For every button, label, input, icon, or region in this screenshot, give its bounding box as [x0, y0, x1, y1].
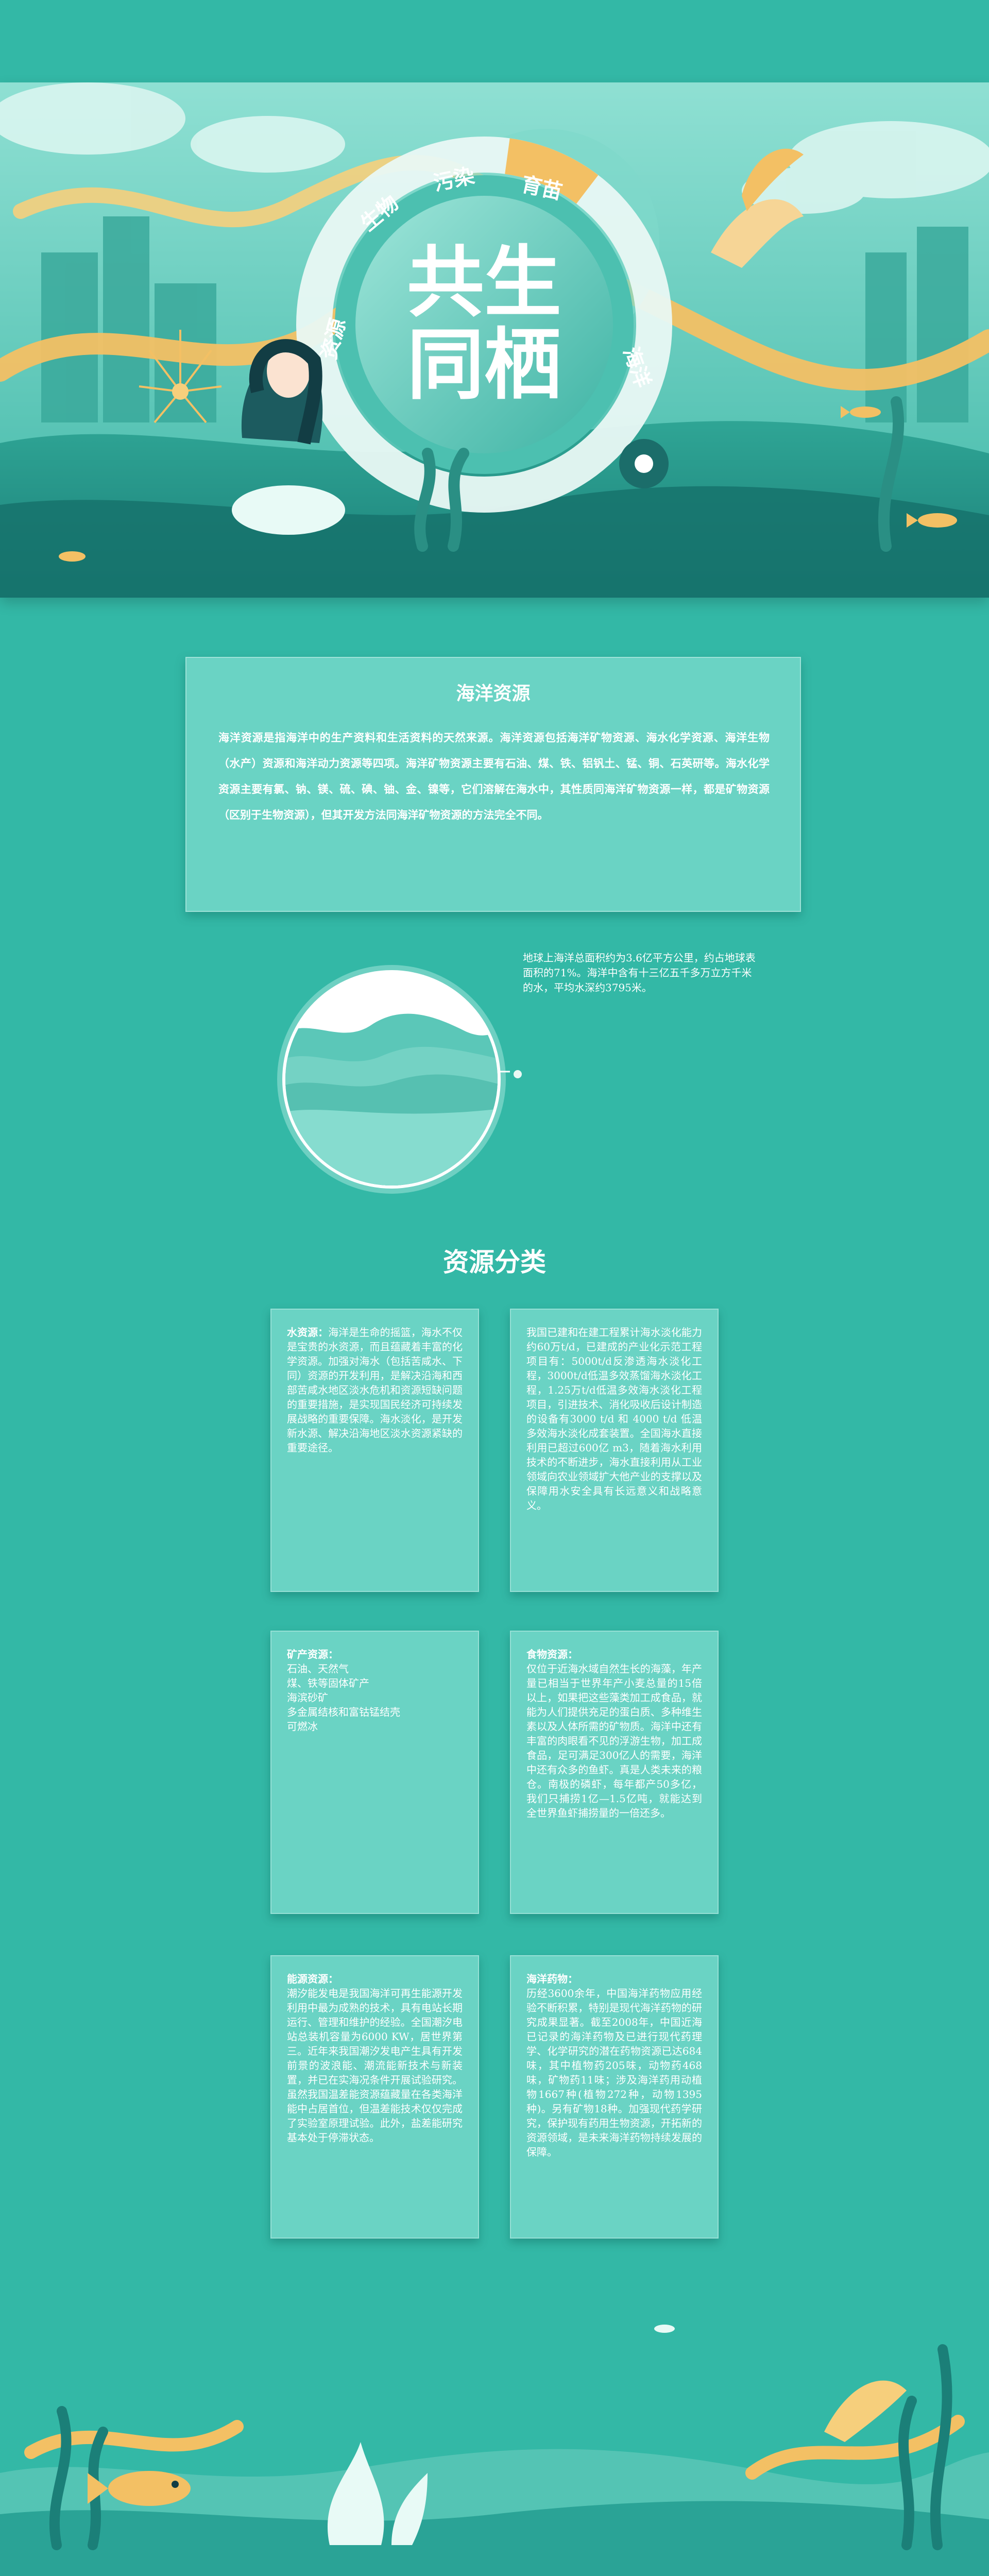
beluga-icon: [232, 485, 345, 535]
globe-pointer-dot: [514, 1070, 522, 1078]
hero-title-line2: 同栖: [407, 319, 561, 410]
hero-illustration: 资源 生物 污染 育苗 海洋 共生 同栖: [0, 82, 989, 598]
card-water-text: 海洋是生命的摇篮，海水不仅是宝贵的水资源，而且蕴藏着丰富的化学资源。加强对海水（…: [287, 1326, 463, 1454]
card-water: 水资源：海洋是生命的摇篮，海水不仅是宝贵的水资源，而且蕴藏着丰富的化学资源。加强…: [270, 1309, 479, 1592]
footer-sea-illustration: [0, 2325, 989, 2576]
intro-card: 海洋资源 海洋资源是指海洋中的生产资料和生活资料的天然来源。海洋资源包括海洋矿物…: [185, 657, 801, 912]
mineral-item: 石油、天然气: [287, 1663, 349, 1675]
card-food: 食物资源： 仅位于近海水域自然生长的海藻，年产量已相当于世界年产小麦总量的15倍…: [510, 1631, 719, 1914]
intro-body: 海洋资源是指海洋中的生产资料和生活资料的天然来源。海洋资源包括海洋矿物资源、海水…: [218, 731, 770, 821]
card-water-desalination: 我国已建和在建工程累计海水淡化能力约60万t/d，已建成的产业化示范工程项目有：…: [510, 1309, 719, 1592]
intro-title: 海洋资源: [456, 683, 531, 704]
card-energy-text: 潮汐能发电是我国海洋可再生能源开发利用中最为成熟的技术，具有电站长期运行、管理和…: [287, 1987, 463, 2144]
bird-icon: [711, 199, 804, 268]
card-mineral-label: 矿产资源：: [287, 1648, 338, 1660]
card-energy-label: 能源资源：: [287, 1973, 338, 1985]
card-water-label: 水资源：: [287, 1326, 329, 1338]
card-energy: 能源资源： 潮汐能发电是我国海洋可再生能源开发利用中最为成熟的技术，具有电站长期…: [270, 1955, 479, 2239]
card-desalination-text: 我国已建和在建工程累计海水淡化能力约60万t/d，已建成的产业化示范工程项目有：…: [526, 1326, 702, 1512]
categories-title: 资源分类: [443, 1247, 546, 1277]
mineral-item: 海滨砂矿: [287, 1691, 328, 1704]
mineral-item: 可燃冰: [287, 1720, 318, 1733]
girl-illustration: [241, 339, 323, 445]
fish-icon: [88, 2471, 191, 2506]
ocean-globe-illustration: [277, 965, 510, 1194]
fish-icon: [59, 406, 957, 562]
hero-title-line1: 共生: [407, 237, 561, 328]
card-medicine-text: 历经3600余年，中国海洋药物应用经验不断积累，特别是现代海洋药物的研究成果显著…: [526, 1987, 702, 2158]
hero-banner: 资源 生物 污染 育苗 海洋 共生 同栖: [0, 82, 989, 598]
card-food-text: 仅位于近海水域自然生长的海藻，年产量已相当于世界年产小麦总量的15倍以上，如果把…: [526, 1663, 702, 1819]
card-medicine-label: 海洋药物：: [526, 1973, 578, 1985]
card-food-label: 食物资源：: [526, 1648, 578, 1660]
mineral-item: 煤、铁等固体矿产: [287, 1677, 369, 1689]
mineral-item: 多金属结核和富钴锰结壳: [287, 1706, 400, 1718]
card-medicine: 海洋药物： 历经3600余年，中国海洋药物应用经验不断积累，特别是现代海洋药物的…: [510, 1955, 719, 2239]
globe-note: 地球上海洋总面积约为3.6亿平方公里，约占地球表面积的71%。海洋中含有十三亿五…: [523, 952, 756, 994]
card-mineral: 矿产资源： 石油、天然气 煤、铁等固体矿产 海滨砂矿 多金属结核和富钴锰结壳 可…: [270, 1631, 479, 1914]
